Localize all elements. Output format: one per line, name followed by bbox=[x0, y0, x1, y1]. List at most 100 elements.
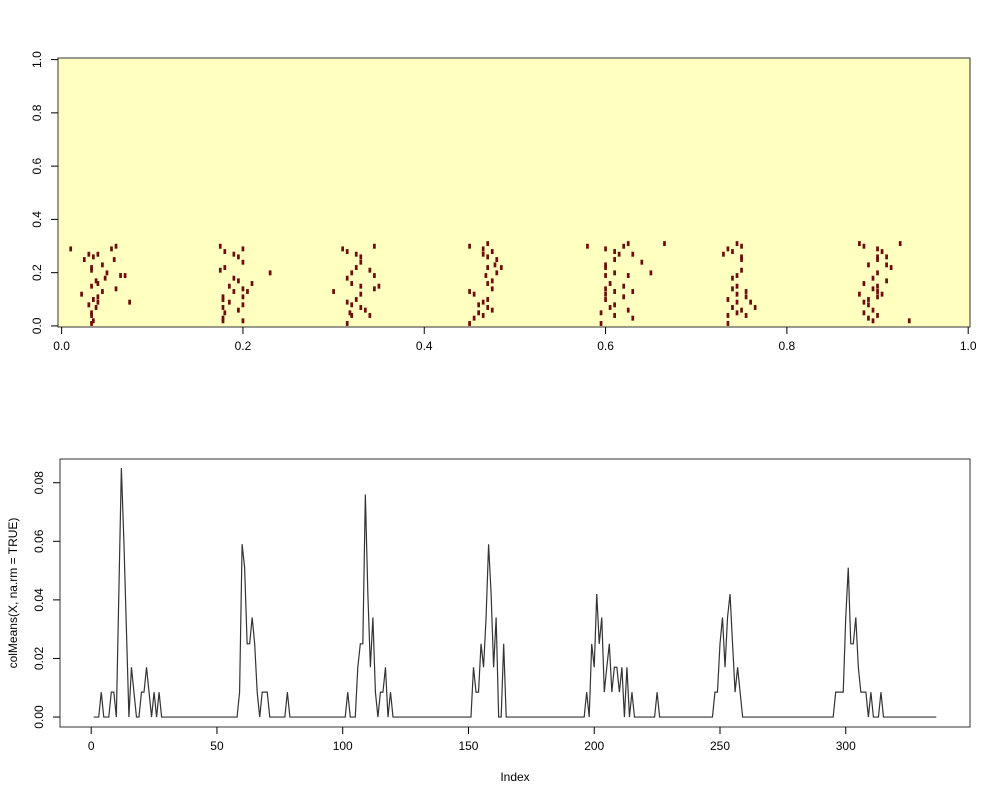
cell bbox=[876, 313, 879, 318]
cell bbox=[608, 281, 612, 286]
x-axis-label: Index bbox=[500, 770, 529, 784]
cell bbox=[241, 302, 245, 308]
cell bbox=[268, 270, 272, 276]
cell bbox=[626, 307, 630, 313]
plot-frame bbox=[59, 458, 971, 728]
y-tick-label: 0.00 bbox=[32, 705, 46, 729]
cell bbox=[735, 310, 739, 316]
cell bbox=[237, 254, 240, 260]
cell bbox=[241, 259, 245, 265]
cell bbox=[359, 305, 363, 310]
cell bbox=[898, 241, 902, 247]
cell bbox=[604, 291, 607, 297]
x-tick-label: 50 bbox=[210, 739, 224, 753]
cell bbox=[368, 267, 372, 273]
y-tick-label: 1.0 bbox=[30, 51, 44, 68]
cell bbox=[90, 267, 93, 273]
cell bbox=[69, 246, 73, 252]
cell bbox=[867, 297, 870, 302]
cell bbox=[468, 321, 471, 326]
cell bbox=[613, 289, 616, 294]
cell bbox=[223, 310, 227, 316]
cell bbox=[123, 273, 127, 278]
cell bbox=[871, 286, 875, 292]
cell bbox=[622, 294, 626, 300]
x-tick-label: 0.8 bbox=[779, 339, 796, 353]
cell bbox=[740, 254, 743, 260]
cell bbox=[858, 241, 861, 247]
cell bbox=[744, 289, 748, 294]
cell bbox=[495, 270, 499, 276]
cell bbox=[876, 246, 879, 252]
cell bbox=[731, 275, 734, 281]
cell bbox=[101, 262, 104, 268]
cell bbox=[862, 281, 866, 286]
cell bbox=[731, 286, 734, 292]
y-tick-label: 0.0 bbox=[30, 317, 44, 334]
cell bbox=[726, 246, 730, 252]
cell bbox=[477, 310, 481, 316]
cell bbox=[373, 273, 376, 278]
cell bbox=[885, 262, 888, 268]
cell bbox=[359, 259, 363, 265]
cell bbox=[862, 243, 866, 249]
cell bbox=[350, 281, 354, 286]
cell bbox=[96, 251, 100, 257]
cell bbox=[599, 321, 603, 326]
cell bbox=[354, 265, 358, 271]
x-tick-label: 0.6 bbox=[597, 339, 614, 353]
cell bbox=[486, 297, 490, 302]
cell bbox=[90, 310, 93, 316]
cell bbox=[103, 275, 107, 281]
cell bbox=[354, 297, 358, 302]
cell bbox=[345, 299, 349, 305]
cell bbox=[223, 265, 227, 271]
cell bbox=[604, 265, 607, 271]
cell bbox=[218, 243, 222, 249]
x-tick-label: 0.4 bbox=[416, 339, 433, 353]
x-tick-label: 0.2 bbox=[235, 339, 252, 353]
cell bbox=[350, 302, 354, 308]
cell bbox=[472, 315, 476, 321]
cell bbox=[599, 310, 603, 316]
cell bbox=[241, 294, 245, 300]
cell bbox=[90, 313, 93, 318]
cell bbox=[90, 321, 93, 326]
cell bbox=[876, 254, 879, 260]
cell bbox=[90, 283, 93, 289]
cell bbox=[250, 281, 254, 286]
cell bbox=[608, 305, 612, 310]
plot-background bbox=[58, 58, 970, 327]
cell bbox=[880, 291, 884, 297]
cell bbox=[221, 297, 225, 302]
cell bbox=[481, 299, 485, 305]
cell bbox=[613, 302, 616, 308]
cell bbox=[486, 305, 490, 310]
cell bbox=[80, 291, 83, 297]
cell bbox=[613, 257, 616, 263]
cell bbox=[753, 305, 757, 310]
cell bbox=[241, 318, 245, 324]
cell bbox=[871, 318, 875, 324]
cell bbox=[731, 305, 734, 310]
cell bbox=[90, 265, 93, 271]
cell bbox=[96, 281, 100, 286]
cell bbox=[726, 297, 730, 302]
cell bbox=[232, 275, 236, 281]
cell bbox=[241, 286, 245, 292]
cell bbox=[350, 270, 354, 276]
x-tick-label: 150 bbox=[458, 739, 478, 753]
cell bbox=[221, 318, 225, 324]
cell bbox=[876, 289, 879, 294]
cell bbox=[740, 267, 743, 273]
cell bbox=[876, 270, 879, 276]
cell bbox=[227, 299, 231, 305]
cell bbox=[477, 302, 481, 308]
cell bbox=[359, 283, 363, 289]
cell bbox=[345, 249, 349, 255]
cell bbox=[218, 267, 222, 273]
y-tick-label: 0.02 bbox=[32, 646, 46, 670]
cell bbox=[114, 243, 118, 249]
cell bbox=[862, 310, 866, 316]
cell bbox=[867, 302, 870, 308]
